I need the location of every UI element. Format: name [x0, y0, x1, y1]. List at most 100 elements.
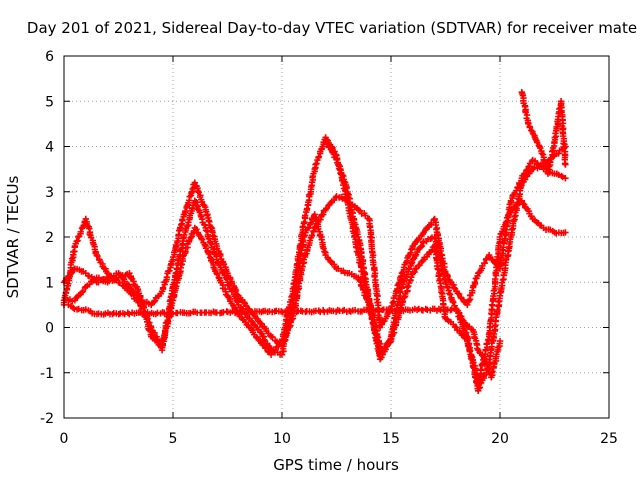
data-point-fill: [202, 227, 210, 234]
data-point-fill: [137, 294, 144, 301]
data-point-fill: [419, 257, 426, 265]
data-point-fill: [494, 306, 501, 314]
data-point-fill: [315, 153, 323, 160]
data-point-fill: [69, 304, 77, 312]
data-point-fill: [193, 226, 200, 233]
x-tick-label: 5: [169, 431, 178, 447]
data-point-fill: [450, 299, 457, 306]
data-point-fill: [469, 287, 476, 294]
data-point-fill: [321, 248, 328, 255]
data-point: [562, 229, 569, 236]
data-point-fill: [68, 255, 76, 262]
data-point-fill: [351, 307, 359, 314]
y-tick-label: 0: [45, 321, 54, 337]
data-point-fill: [269, 333, 276, 341]
data-point-fill: [94, 252, 101, 260]
data-point-fill: [508, 226, 516, 234]
data-point: [562, 174, 569, 182]
data-point-fill: [207, 239, 214, 247]
data-point-fill: [201, 241, 208, 249]
data-point-fill: [471, 374, 479, 381]
data-point-fill: [327, 258, 334, 266]
data-point-fill: [494, 253, 501, 261]
data-point-fill: [450, 284, 458, 291]
x-tick-label: 20: [491, 431, 509, 447]
data-point-fill: [464, 336, 471, 344]
data-point-fill: [205, 250, 213, 258]
data-point-fill: [166, 267, 173, 275]
data-point-fill: [207, 223, 214, 231]
chart-title: Day 201 of 2021, Sidereal Day-to-day VTE…: [27, 19, 637, 37]
x-tick-label: 10: [273, 431, 291, 447]
data-point-fill: [179, 216, 186, 223]
y-tick-label: -1: [40, 366, 54, 382]
data-point-fill: [481, 259, 488, 267]
data-point-fill: [404, 284, 411, 291]
data-point-fill: [308, 232, 316, 239]
data-point-fill: [260, 336, 268, 344]
x-tick-label: 25: [600, 431, 618, 447]
data-point-fill: [397, 272, 405, 280]
data-point-fill: [488, 301, 496, 309]
data-point-fill: [372, 326, 380, 334]
data-point-fill: [348, 208, 356, 216]
data-point-fill: [548, 148, 556, 155]
data-point-fill: [371, 273, 378, 280]
data-point-fill: [519, 200, 527, 207]
data-point-fill: [471, 278, 479, 286]
data-point: [355, 233, 362, 241]
data-point-fill: [343, 184, 350, 192]
data-point-fill: [194, 187, 201, 195]
data-point-fill: [310, 227, 317, 235]
data-point: [496, 337, 504, 345]
data-point-fill: [558, 172, 565, 180]
data-point-fill: [75, 305, 82, 313]
data-point-fill: [418, 242, 426, 250]
data-point: [562, 161, 569, 168]
data-point-fill: [313, 160, 320, 167]
y-tick-label: -2: [40, 411, 54, 427]
data-point-fill: [531, 164, 538, 171]
data-point-fill: [397, 288, 404, 296]
data-point-fill: [188, 189, 195, 197]
data-point-fill: [347, 202, 354, 210]
y-tick-label: 3: [45, 185, 54, 201]
data-point-fill: [183, 222, 191, 230]
data-point-fill: [446, 291, 454, 298]
x-axis-label: GPS time / hours: [273, 456, 399, 474]
x-tick-label: 15: [382, 431, 400, 447]
data-point-fill: [317, 216, 324, 223]
data-point-fill: [301, 212, 309, 219]
data-point-fill: [187, 234, 194, 242]
data-point-fill: [560, 145, 568, 152]
data-point-fill: [431, 235, 439, 242]
data-point-fill: [528, 127, 535, 134]
y-axis-label: SDTVAR / TECUs: [4, 175, 22, 298]
data-point-fill: [77, 228, 84, 236]
y-tick-label: 4: [45, 140, 54, 156]
data-point-fill: [417, 243, 425, 251]
data-point-fill: [440, 271, 447, 279]
y-tick-label: 6: [45, 49, 54, 65]
y-tick-label: 1: [45, 275, 54, 291]
y-tick-label: 2: [45, 230, 54, 246]
data-point-fill: [489, 368, 496, 375]
data-point-fill: [219, 268, 226, 276]
data-point-fill: [299, 223, 307, 230]
y-tick-labels: -2 -1 0 1 2 3 4 5 6: [40, 49, 54, 427]
data-point-fill: [278, 336, 286, 343]
x-tick-label: 0: [60, 431, 69, 447]
data-point-fill: [307, 219, 315, 227]
data-point-fill: [169, 310, 177, 318]
data-points: [60, 89, 569, 395]
data-point-fill: [182, 207, 189, 215]
data-point-fill: [389, 299, 396, 307]
data-point-fill: [127, 274, 135, 282]
data-point-fill: [79, 287, 87, 295]
data-point-fill: [374, 292, 381, 300]
data-point-fill: [469, 363, 477, 371]
data-point: [93, 251, 100, 259]
data-point-fill: [161, 332, 168, 339]
plot-frame: [63, 55, 610, 419]
